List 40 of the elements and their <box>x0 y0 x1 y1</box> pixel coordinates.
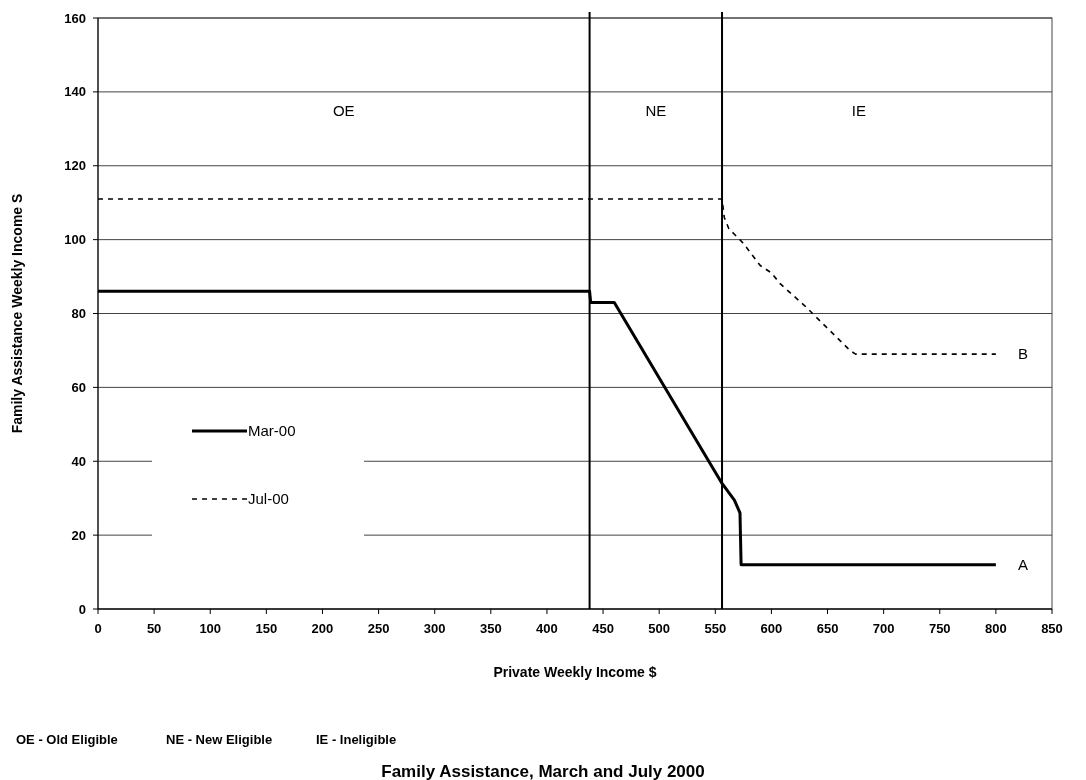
annotation: IE <box>851 101 867 119</box>
x-tick-label: 800 <box>985 621 1007 636</box>
x-tick-label: 400 <box>536 621 558 636</box>
text: IE - Ineligible <box>316 732 397 747</box>
y-tick-label: 160 <box>64 10 86 26</box>
annotation: A <box>1017 555 1028 573</box>
x-axis-title: Private Weekly Income $ <box>493 664 657 680</box>
x-tick-label: 550 <box>704 621 727 636</box>
x-tick-label: 750 <box>928 621 951 636</box>
x-tick-label: 250 <box>367 621 390 636</box>
legend-label: Mar-00 <box>248 422 296 440</box>
x-tick-label: 600 <box>760 621 783 636</box>
x-tick-label: 150 <box>255 621 278 636</box>
y-tick-label: 80 <box>71 306 86 322</box>
text: Family Assistance, March and July 2000 <box>381 762 705 780</box>
x-tick-label: 850 <box>1041 621 1063 636</box>
legend-label: Jul-00 <box>248 490 289 508</box>
text: NE - New Eligible <box>166 732 273 747</box>
annotation: OE <box>332 101 355 119</box>
x-tick-label: 450 <box>592 621 614 636</box>
y-tick-label: 20 <box>71 527 86 543</box>
x-tick-label: 300 <box>423 621 446 636</box>
x-tick-label: 50 <box>146 621 162 636</box>
x-tick-label: 350 <box>479 621 502 636</box>
y-tick-label: 100 <box>64 232 86 248</box>
y-tick-label: 120 <box>64 158 86 174</box>
annotation: NE <box>645 101 667 119</box>
x-tick-label: 700 <box>872 621 895 636</box>
annotation: B <box>1017 345 1028 363</box>
text: OE - Old Eligible <box>16 732 118 747</box>
x-tick-label: 200 <box>311 621 334 636</box>
x-tick-label: 100 <box>199 621 222 636</box>
y-tick-label: 0 <box>78 601 86 617</box>
y-tick-label: 60 <box>71 379 86 395</box>
x-tick-label: 0 <box>94 621 102 636</box>
y-axis-title: Family Assistance Weekly Income S <box>9 193 25 434</box>
x-tick-label: 650 <box>816 621 839 636</box>
y-tick-label: 40 <box>71 453 86 469</box>
x-tick-label: 500 <box>648 621 671 636</box>
y-tick-label: 140 <box>64 84 86 100</box>
